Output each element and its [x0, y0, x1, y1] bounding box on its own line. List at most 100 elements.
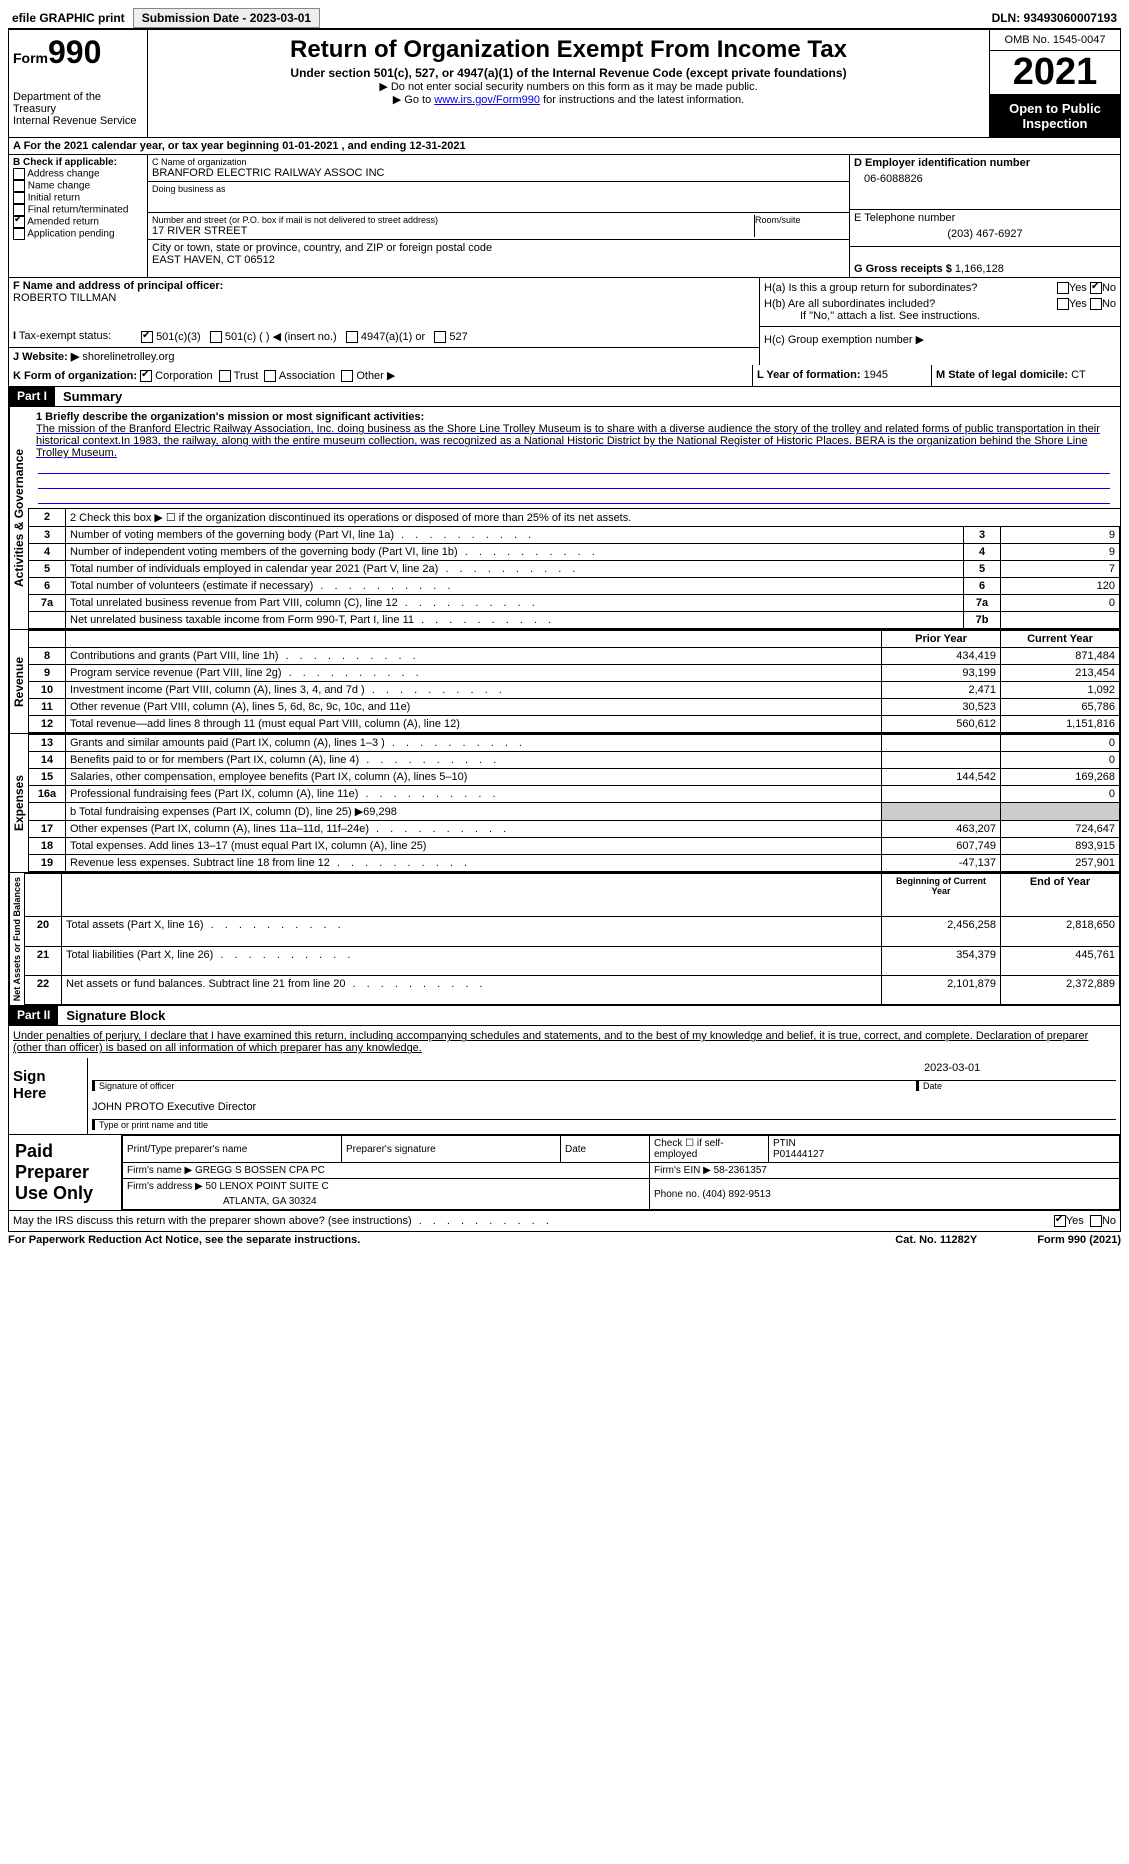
- part1-header: Part I Summary: [8, 387, 1121, 407]
- h-a: H(a) Is this a group return for subordin…: [760, 278, 1120, 298]
- officer-cell: F Name and address of principal officer:…: [9, 278, 759, 326]
- cat-no: Cat. No. 11282Y: [895, 1234, 977, 1246]
- sig-name-label: Type or print name and title: [92, 1120, 1116, 1130]
- tax-year: 2021: [990, 51, 1120, 95]
- dln: DLN: 93493060007193: [992, 11, 1121, 25]
- street-cell: Number and street (or P.O. box if mail i…: [148, 213, 849, 240]
- expenses-block: Expenses 13Grants and similar amounts pa…: [8, 734, 1121, 873]
- open-public: Open to Public Inspection: [990, 95, 1120, 137]
- irs-label: Internal Revenue Service: [13, 115, 143, 127]
- row-a: A For the 2021 calendar year, or tax yea…: [8, 138, 1121, 155]
- line1: 1 Briefly describe the organization's mi…: [28, 407, 1120, 508]
- section-bcd: B Check if applicable: Address change Na…: [8, 155, 1121, 277]
- sig-name: JOHN PROTO Executive Director: [92, 1101, 256, 1113]
- preparer-block: Paid Preparer Use Only Print/Type prepar…: [8, 1135, 1121, 1211]
- row-l: L Year of formation: 1945: [752, 365, 931, 386]
- col-b: B Check if applicable: Address change Na…: [9, 155, 148, 277]
- cb-application: Application pending: [13, 228, 143, 240]
- tel-label: E Telephone number: [854, 212, 1116, 224]
- tel-value: (203) 467-6927: [854, 224, 1116, 244]
- revenue-block: Revenue Prior YearCurrent Year 8Contribu…: [8, 630, 1121, 734]
- h-b: H(b) Are all subordinates included? Yes …: [760, 298, 1120, 310]
- paperwork-notice: For Paperwork Reduction Act Notice, see …: [8, 1234, 360, 1246]
- preparer-label: Paid Preparer Use Only: [9, 1135, 122, 1210]
- tax-status-opts: 501(c)(3) 501(c) ( ) ◀ (insert no.) 4947…: [137, 326, 472, 347]
- h-c: H(c) Group exemption number ▶: [760, 327, 1120, 352]
- cb-initial: Initial return: [13, 192, 143, 204]
- sign-here-label: Sign Here: [9, 1058, 88, 1134]
- city-label: City or town, state or province, country…: [152, 242, 845, 254]
- ssn-note: ▶ Do not enter social security numbers o…: [152, 80, 985, 93]
- submission-date: Submission Date - 2023-03-01: [133, 8, 320, 28]
- org-name-label: C Name of organization: [152, 157, 845, 167]
- form-foot: Form 990 (2021): [1037, 1234, 1121, 1246]
- gross-label: G Gross receipts $: [854, 263, 952, 275]
- ein-value: 06-6088826: [854, 169, 1116, 185]
- cb-name: Name change: [13, 180, 143, 192]
- col-d: D Employer identification number 06-6088…: [849, 155, 1120, 277]
- firm-ein: 58-2361357: [714, 1165, 767, 1176]
- goto-note: ▶ Go to www.irs.gov/Form990 for instruct…: [152, 93, 985, 106]
- part1-title: Summary: [55, 387, 130, 406]
- part1-label: Part I: [9, 387, 55, 406]
- signature-block: Under penalties of perjury, I declare th…: [8, 1026, 1121, 1135]
- part2-label: Part II: [9, 1006, 58, 1025]
- row-klm: K Form of organization: Corporation Trus…: [8, 365, 1121, 387]
- side-revenue: Revenue: [9, 630, 28, 733]
- tel-cell: E Telephone number (203) 467-6927: [850, 210, 1120, 247]
- top-bar: efile GRAPHIC print Submission Date - 20…: [8, 8, 1121, 30]
- city-cell: City or town, state or province, country…: [148, 240, 849, 268]
- footer: For Paperwork Reduction Act Notice, see …: [8, 1232, 1121, 1248]
- form-title: Return of Organization Exempt From Incom…: [152, 36, 985, 64]
- preparer-table: Print/Type preparer's name Preparer's si…: [122, 1135, 1120, 1210]
- form-header: Form990 Department of the Treasury Inter…: [8, 30, 1121, 138]
- revenue-table: Prior YearCurrent Year 8Contributions an…: [28, 630, 1120, 733]
- form-number: Form990: [13, 34, 143, 71]
- sig-date-label: Date: [916, 1081, 1116, 1091]
- section-fh: F Name and address of principal officer:…: [8, 277, 1121, 365]
- firm-addr1: 50 LENOX POINT SUITE C: [206, 1181, 329, 1192]
- ptin-value: P01444127: [773, 1149, 824, 1160]
- gross-value: 1,166,128: [955, 263, 1004, 275]
- ein-cell: D Employer identification number 06-6088…: [850, 155, 1120, 210]
- penalty-text: Under penalties of perjury, I declare th…: [9, 1026, 1120, 1058]
- efile-label: efile GRAPHIC print: [8, 11, 125, 25]
- dba-label: Doing business as: [152, 184, 845, 194]
- irs-link[interactable]: www.irs.gov/Form990: [434, 94, 540, 106]
- firm-addr2: ATLANTA, GA 30324: [123, 1194, 650, 1210]
- side-activities: Activities & Governance: [9, 407, 28, 629]
- netassets-block: Net Assets or Fund Balances Beginning of…: [8, 873, 1121, 1006]
- org-name-cell: C Name of organization BRANFORD ELECTRIC…: [148, 155, 849, 182]
- col-c: C Name of organization BRANFORD ELECTRIC…: [148, 155, 849, 277]
- b-label: B Check if applicable:: [13, 157, 143, 168]
- expenses-table: 13Grants and similar amounts paid (Part …: [28, 734, 1120, 872]
- sig-officer-label: Signature of officer: [92, 1081, 916, 1091]
- side-netassets: Net Assets or Fund Balances: [9, 873, 24, 1005]
- website-label: J Website: ▶: [13, 351, 79, 363]
- firm-name: GREGG S BOSSEN CPA PC: [195, 1165, 325, 1176]
- part2-title: Signature Block: [58, 1006, 173, 1025]
- gross-cell: G Gross receipts $ 1,166,128: [850, 247, 1120, 277]
- form-subtitle: Under section 501(c), 527, or 4947(a)(1)…: [152, 66, 985, 80]
- ein-label: D Employer identification number: [854, 157, 1116, 169]
- h-b-note: If "No," attach a list. See instructions…: [760, 310, 1120, 327]
- row-j: J Website: ▶ shorelinetrolley.org: [9, 348, 759, 365]
- officer-label: F Name and address of principal officer:: [13, 280, 755, 292]
- mission-text: The mission of the Branford Electric Rai…: [36, 423, 1112, 459]
- city-value: EAST HAVEN, CT 06512: [152, 254, 845, 266]
- netassets-table: Beginning of Current YearEnd of Year 20T…: [24, 873, 1120, 1005]
- may-discuss-row: May the IRS discuss this return with the…: [8, 1211, 1121, 1232]
- street-label: Number and street (or P.O. box if mail i…: [152, 215, 754, 225]
- officer-name: ROBERTO TILLMAN: [13, 292, 755, 304]
- row-m: M State of legal domicile: CT: [931, 365, 1120, 386]
- org-name: BRANFORD ELECTRIC RAILWAY ASSOC INC: [152, 167, 845, 179]
- dba-cell: Doing business as: [148, 182, 849, 213]
- cb-address: Address change: [13, 168, 143, 180]
- cb-final: Final return/terminated: [13, 204, 143, 216]
- part2-header: Part II Signature Block: [8, 1006, 1121, 1026]
- row-i: I Tax-exempt status: 501(c)(3) 501(c) ( …: [9, 326, 759, 348]
- sig-date: 2023-03-01: [916, 1062, 1116, 1081]
- activities-block: Activities & Governance 1 Briefly descri…: [8, 407, 1121, 630]
- cb-amended: Amended return: [13, 216, 143, 228]
- room-label: Room/suite: [755, 215, 845, 225]
